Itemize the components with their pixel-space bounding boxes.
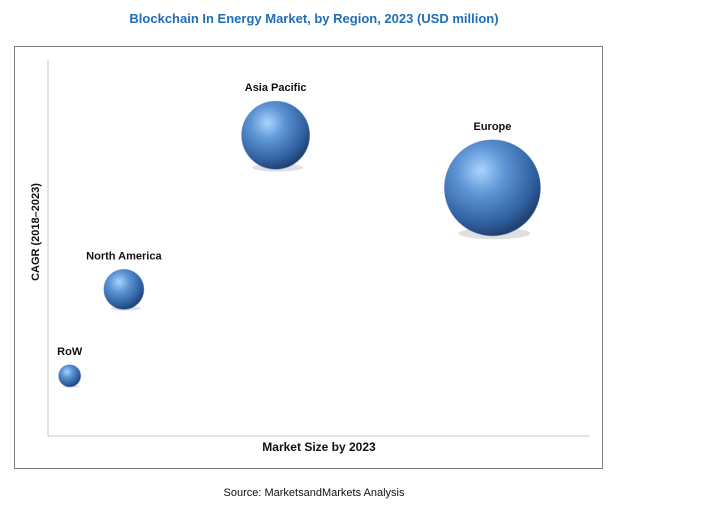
chart-title: Blockchain In Energy Market, by Region, … [129,11,499,26]
bubble-label: Asia Pacific [245,82,307,94]
bubble-label: Europe [473,121,511,133]
bubble-row [58,364,82,388]
bubble-label: RoW [57,346,83,358]
bubble-north-america [103,268,145,310]
chart-frame [14,46,603,469]
bubble-europe [443,139,541,237]
x-axis-label: Market Size by 2023 [262,440,376,454]
y-axis-label: CAGR (2018–2023) [30,183,42,281]
source-note: Source: MarketsandMarkets Analysis [223,487,405,499]
bubble-label: North America [86,250,162,262]
bubble-asia-pacific [241,100,311,170]
